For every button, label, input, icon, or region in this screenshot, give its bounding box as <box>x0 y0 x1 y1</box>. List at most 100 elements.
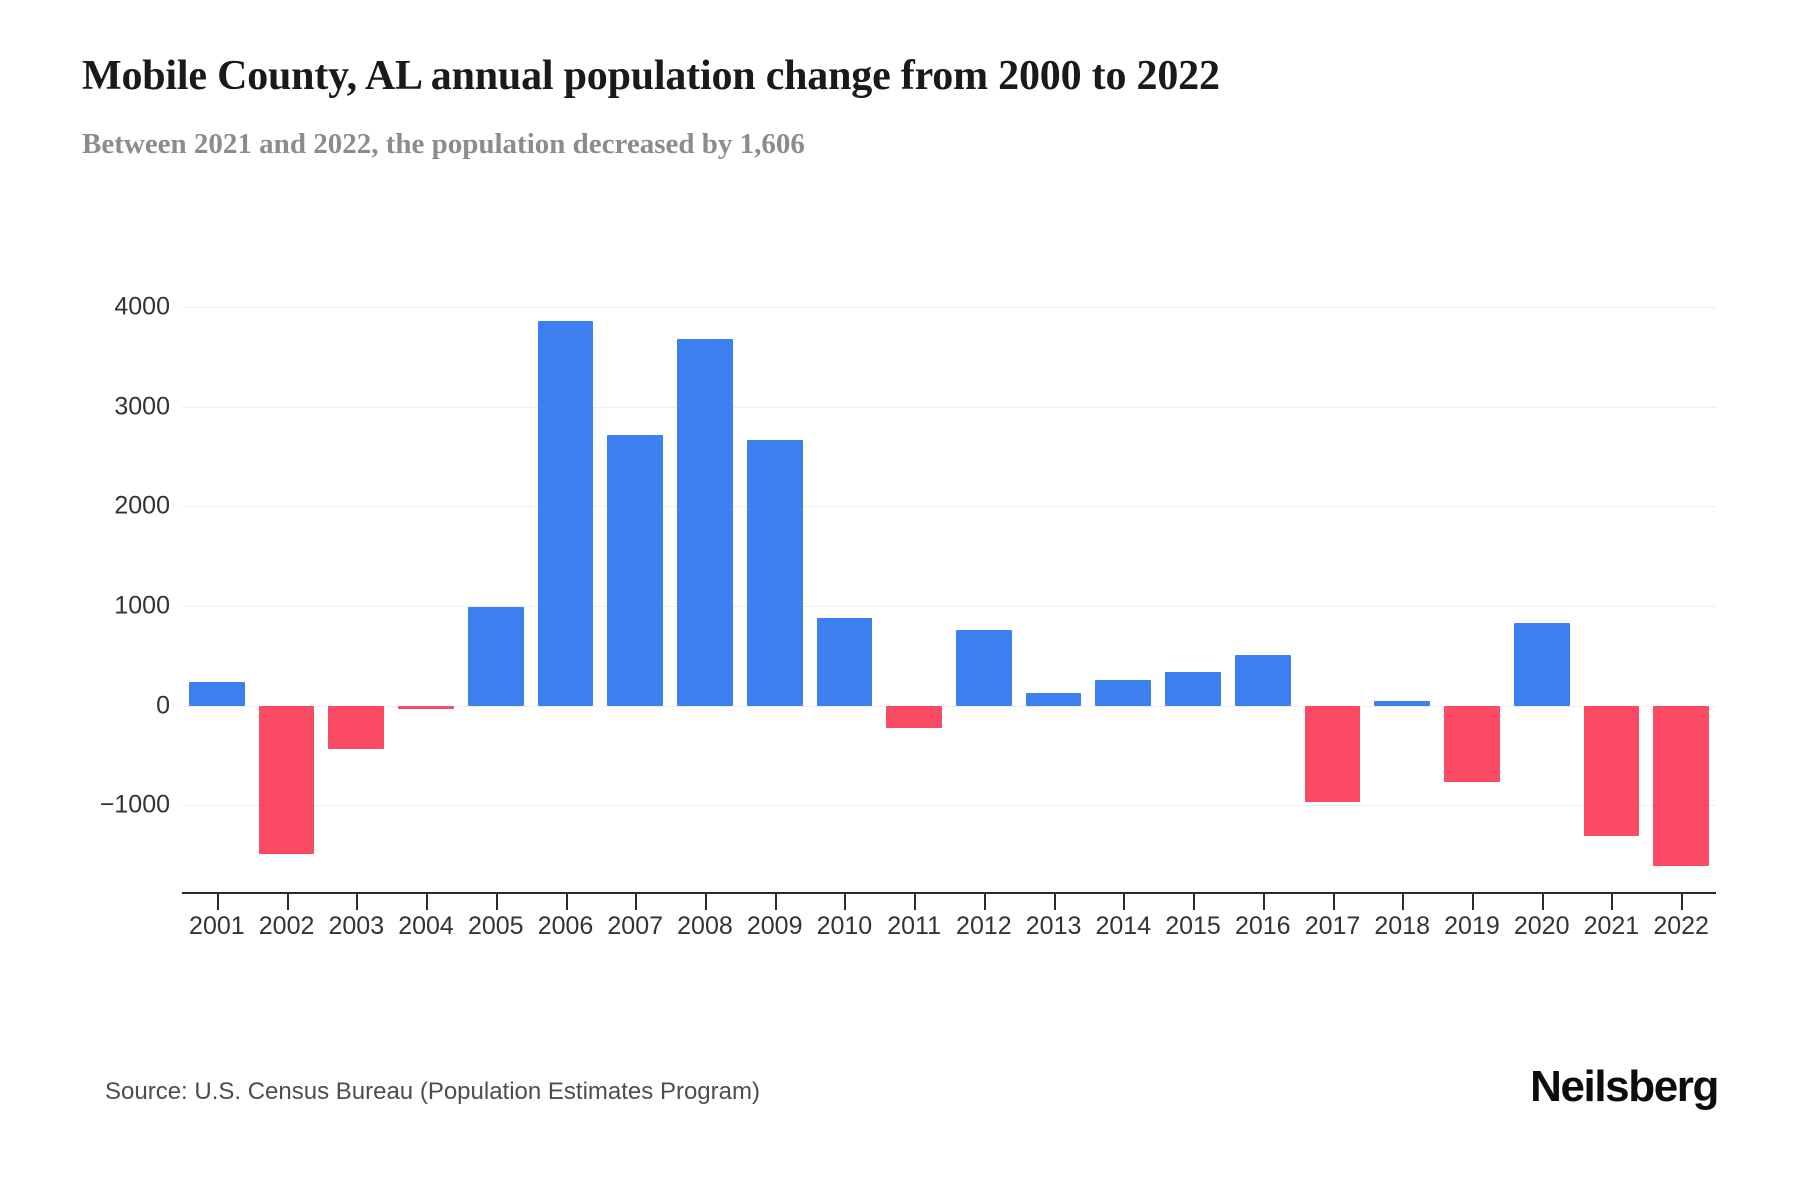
x-tick-label-2013: 2013 <box>1025 912 1082 940</box>
bar-slot <box>670 287 740 899</box>
bar-2006[interactable] <box>537 321 594 706</box>
x-tick-label-2011: 2011 <box>887 912 942 940</box>
x-tick-label-2006: 2006 <box>537 912 594 940</box>
x-tick-label-2005: 2005 <box>467 912 524 940</box>
x-tick-label-2012: 2012 <box>956 912 1012 940</box>
x-tick-label-2018: 2018 <box>1374 912 1431 940</box>
bar-2016[interactable] <box>1234 655 1291 706</box>
bar-slot <box>1367 287 1437 899</box>
bar-slot <box>600 287 670 899</box>
bar-slot <box>252 287 322 899</box>
x-tick-label-2008: 2008 <box>677 912 733 940</box>
x-tick-label-2016: 2016 <box>1234 912 1291 940</box>
x-tick <box>1193 892 1196 910</box>
x-tick <box>356 892 359 910</box>
bar-slot <box>321 287 391 899</box>
x-tick <box>1541 892 1544 910</box>
bar-2001[interactable] <box>188 682 245 706</box>
bar-2019[interactable] <box>1444 705 1500 783</box>
bars-layer <box>182 287 1716 899</box>
x-tick <box>704 892 707 910</box>
x-tick <box>1262 892 1265 910</box>
x-tick <box>914 892 917 910</box>
x-axis-line <box>182 892 1716 894</box>
bar-slot <box>1577 287 1647 899</box>
bar-slot <box>879 287 949 899</box>
x-tick <box>1681 892 1684 910</box>
x-tick-label-2014: 2014 <box>1095 912 1152 940</box>
bar-2014[interactable] <box>1095 680 1152 706</box>
gridline--1000 <box>182 805 1716 807</box>
bar-2017[interactable] <box>1304 705 1361 803</box>
bar-2013[interactable] <box>1025 693 1082 706</box>
bar-2022[interactable] <box>1653 705 1709 866</box>
bar-slot <box>391 287 461 899</box>
gridline-4000 <box>182 306 1716 308</box>
x-tick <box>844 892 847 910</box>
bar-slot <box>740 287 810 899</box>
bar-2021[interactable] <box>1583 705 1640 837</box>
x-tick-label-2002: 2002 <box>258 912 315 940</box>
bar-slot <box>182 287 252 899</box>
bar-2020[interactable] <box>1513 622 1570 706</box>
bar-slot <box>1437 287 1507 899</box>
x-tick <box>635 892 638 910</box>
x-tick-label-2009: 2009 <box>746 912 803 940</box>
gridline-1000 <box>182 605 1716 607</box>
x-tick <box>286 892 289 910</box>
x-tick-label-2010: 2010 <box>816 912 873 940</box>
gridline-3000 <box>182 406 1716 408</box>
x-tick-label-2022: 2022 <box>1653 912 1709 940</box>
bar-2009[interactable] <box>746 439 803 706</box>
y-tick-label: 1000 <box>114 591 170 620</box>
x-tick <box>774 892 777 910</box>
x-tick <box>1053 892 1056 910</box>
bar-2011[interactable] <box>886 705 942 728</box>
x-tick <box>1402 892 1405 910</box>
bar-2003[interactable] <box>328 705 385 749</box>
x-tick <box>983 892 986 910</box>
x-tick-label-2007: 2007 <box>607 912 664 940</box>
bar-2002[interactable] <box>258 705 315 854</box>
x-tick <box>216 892 219 910</box>
bar-slot <box>1088 287 1158 899</box>
y-tick-label: 0 <box>156 691 170 720</box>
bar-slot <box>810 287 880 899</box>
y-tick-label: −1000 <box>99 790 170 819</box>
brand-logo: Neilsberg <box>1530 1062 1719 1111</box>
bar-slot <box>1228 287 1298 899</box>
bar-slot <box>1298 287 1368 899</box>
x-tick-label-2015: 2015 <box>1165 912 1221 940</box>
x-tick-label-2004: 2004 <box>398 912 454 940</box>
bar-2004[interactable] <box>398 705 454 710</box>
plot-area <box>182 287 1716 899</box>
bar-2008[interactable] <box>677 339 733 706</box>
y-tick-label: 2000 <box>114 491 170 520</box>
x-tick-label-2003: 2003 <box>328 912 385 940</box>
x-tick <box>1611 892 1614 910</box>
x-tick <box>565 892 568 910</box>
y-tick-label: 4000 <box>114 292 170 321</box>
x-tick-label-2019: 2019 <box>1444 912 1500 940</box>
bar-slot <box>1507 287 1577 899</box>
x-tick-label-2021: 2021 <box>1583 912 1640 940</box>
gridline-0 <box>182 705 1716 707</box>
x-tick <box>426 892 429 910</box>
bar-2012[interactable] <box>955 630 1012 706</box>
page-title: Mobile County, AL annual population chan… <box>82 53 1220 99</box>
chart-subtitle: Between 2021 and 2022, the population de… <box>82 128 805 160</box>
bar-slot <box>1158 287 1228 899</box>
bar-2007[interactable] <box>607 435 664 706</box>
bar-2010[interactable] <box>816 618 873 706</box>
bar-2005[interactable] <box>467 607 524 706</box>
x-tick <box>1471 892 1474 910</box>
x-tick <box>1332 892 1335 910</box>
bar-slot <box>949 287 1019 899</box>
bar-2018[interactable] <box>1374 700 1431 706</box>
bar-2015[interactable] <box>1165 672 1221 706</box>
x-tick-label-2020: 2020 <box>1513 912 1570 940</box>
x-tick <box>495 892 498 910</box>
gridline-2000 <box>182 506 1716 508</box>
bar-slot <box>1019 287 1089 899</box>
